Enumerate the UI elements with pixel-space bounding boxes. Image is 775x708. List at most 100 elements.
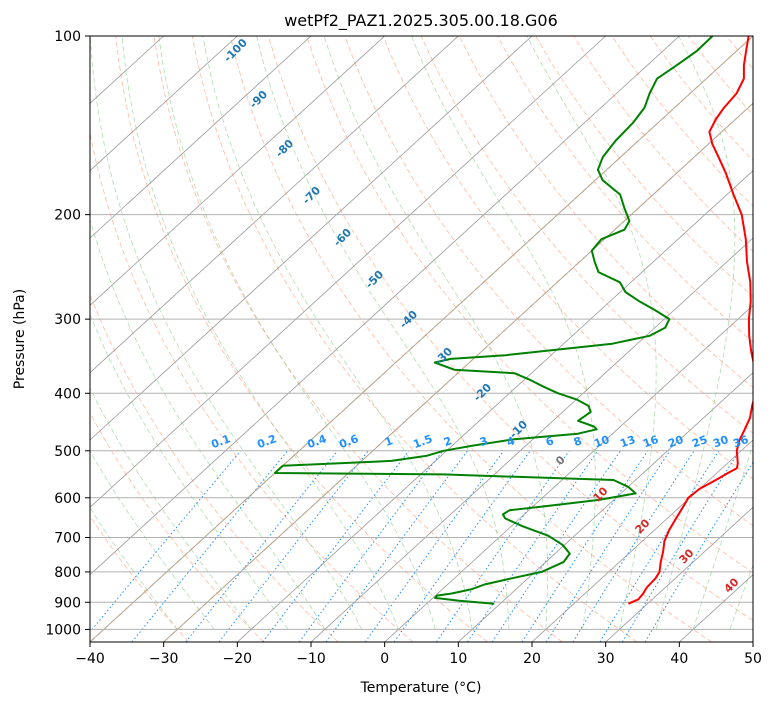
moist-adiabat-line <box>256 36 510 630</box>
y-tick-label: 700 <box>54 531 81 547</box>
moist-adiabat-line <box>692 443 753 630</box>
mixing-ratio-label: 8 <box>572 434 584 449</box>
moist-adiabat-line <box>411 36 596 630</box>
isotherm-line <box>605 506 753 642</box>
mixing-ratio-line <box>185 450 338 642</box>
y-tick-label: 300 <box>54 312 81 328</box>
dry-adiabat-line <box>153 36 563 642</box>
mixing-ratio-line <box>621 450 740 642</box>
x-tick-label: 10 <box>449 651 467 667</box>
moist-adiabat-line <box>323 36 548 630</box>
dry-adiabat-line <box>115 36 488 642</box>
moist-adiabat-line <box>655 36 736 630</box>
dry-adiabat-line <box>497 36 753 343</box>
moist-adiabat-line <box>90 450 215 630</box>
mixing-ratio-label: 13 <box>618 433 637 450</box>
mixing-ratio-label: 6 <box>544 434 556 449</box>
mixing-ratio-label: 30 <box>711 433 730 451</box>
dewpoint-line <box>273 36 714 605</box>
line-labels: -100-90-80-70-60-50-40-30-20-10010203040… <box>209 36 750 596</box>
x-tick-label: 50 <box>744 651 762 667</box>
mixing-ratio-line <box>325 450 468 642</box>
x-tick-label: −20 <box>223 651 253 667</box>
x-tick-label: 40 <box>670 651 688 667</box>
moist-adiabat-line <box>158 36 436 630</box>
moist-adiabat-line <box>90 507 178 630</box>
mixing-ratio-line <box>644 461 753 642</box>
dry-adiabat-line <box>535 36 753 298</box>
moist-adiabat-line <box>90 313 289 630</box>
moist-adiabat-line <box>526 36 657 630</box>
dry-adiabat-line <box>229 36 712 642</box>
moist-adiabat-line <box>90 218 326 630</box>
moist-adiabat-line <box>90 36 362 630</box>
isotherm-line <box>237 170 753 642</box>
mixing-ratio-line <box>262 450 410 642</box>
dry-adiabat-line <box>420 36 753 434</box>
plot-frame <box>89 35 754 643</box>
y-tick-label: 1000 <box>45 622 81 638</box>
y-tick-label: 900 <box>54 595 81 611</box>
moist-adiabat-line <box>202 36 473 630</box>
reference-isotherm-line <box>163 102 753 642</box>
dry-adiabat-line <box>382 36 753 480</box>
y-axis-label: Pressure (hPa) <box>12 289 28 389</box>
x-tick-label: 20 <box>523 651 541 667</box>
isotherm-line <box>531 439 753 642</box>
isotherm-line <box>90 36 312 239</box>
mixing-ratio-label: 20 <box>666 433 685 451</box>
isotherm-line <box>90 36 238 172</box>
mixing-ratio-line <box>572 450 695 642</box>
mixing-ratio-label: 0.2 <box>255 432 278 451</box>
background-lines <box>90 36 753 642</box>
dry-adiabat-line <box>268 36 753 621</box>
y-tick-label: 200 <box>54 208 81 224</box>
series-lines <box>273 36 753 605</box>
mixing-ratio-label: 4 <box>505 434 517 449</box>
mixing-ratio-label: 0.6 <box>337 432 360 451</box>
moist-adiabat-line <box>90 387 252 630</box>
dry-adiabat-line <box>306 36 753 574</box>
x-axis: −40 −30 −20 −10 0 10 20 30 40 50 <box>75 642 762 667</box>
isotherm-line <box>90 36 533 441</box>
mixing-ratio-label: 25 <box>690 433 709 450</box>
mixing-ratio-label: 0.1 <box>209 432 232 451</box>
isotherm-line <box>384 304 753 642</box>
mixing-ratio-label: 36 <box>731 433 750 451</box>
moist-adiabat-line <box>729 563 753 630</box>
mixing-ratio-line <box>545 450 671 642</box>
mixing-ratio-label: 2 <box>442 434 454 449</box>
y-tick-label: 400 <box>54 386 81 402</box>
y-tick-label: 500 <box>54 444 81 460</box>
x-tick-label: −10 <box>296 651 326 667</box>
dry-adiabat-line <box>90 411 264 642</box>
chart-title: wetPf2_PAZ1.2025.305.00.18.G06 <box>284 11 558 31</box>
mixing-ratio-label: 16 <box>641 433 660 451</box>
dry-adiabat-line <box>344 36 753 527</box>
isotherm-line <box>90 36 459 374</box>
isotherm-line <box>90 36 385 306</box>
y-tick-label: 100 <box>54 29 81 45</box>
x-tick-label: −40 <box>75 651 105 667</box>
x-tick-label: 0 <box>380 651 389 667</box>
moist-adiabat-line <box>121 36 399 630</box>
mixing-ratio-line <box>364 450 505 642</box>
y-axis: 100 200 300 400 500 600 700 800 900 1000 <box>45 29 90 638</box>
x-tick-label: 30 <box>597 651 615 667</box>
isotherm-line <box>90 36 606 508</box>
mixing-ratio-line <box>90 450 242 633</box>
mixing-ratio-label: 10 <box>592 433 611 451</box>
dry-adiabat-line <box>458 36 753 388</box>
mixing-ratio-label: 1.5 <box>411 432 434 451</box>
isotherm-line <box>90 36 680 576</box>
x-axis-label: Temperature (°C) <box>360 680 482 696</box>
mixing-ratio-line <box>491 450 621 642</box>
mixing-ratio-line <box>393 450 531 642</box>
mixing-ratio-label: 0.4 <box>305 432 328 451</box>
mixing-ratio-line <box>467 450 599 642</box>
mixing-ratio-line <box>298 450 444 642</box>
isotherm-line <box>458 372 753 642</box>
mixing-ratio-label: 1 <box>383 434 395 449</box>
mixing-ratio-line <box>521 450 649 642</box>
